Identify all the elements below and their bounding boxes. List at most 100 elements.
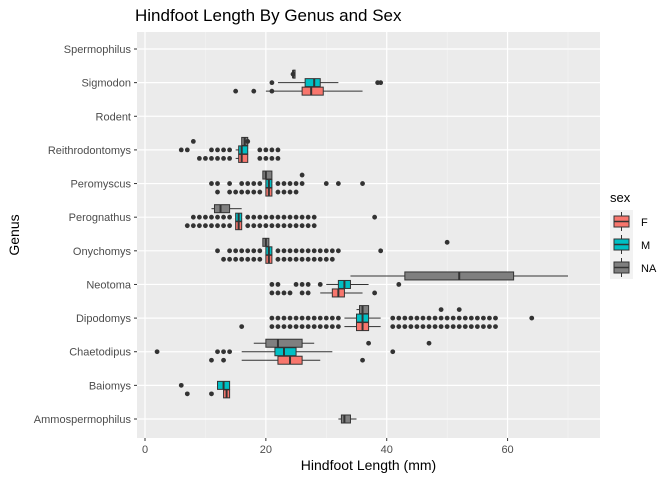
outlier-point bbox=[293, 282, 299, 287]
outlier-point bbox=[293, 189, 299, 195]
y-tick-label: Dipodomys bbox=[76, 313, 132, 325]
outlier-point bbox=[396, 315, 402, 321]
legend-label: M bbox=[641, 240, 650, 252]
outlier-point bbox=[335, 315, 341, 321]
outlier-point bbox=[215, 189, 220, 195]
outlier-point bbox=[269, 88, 275, 94]
outlier-point bbox=[233, 256, 239, 262]
outlier-point bbox=[269, 214, 275, 220]
outlier-point bbox=[481, 315, 486, 321]
outlier-point bbox=[372, 214, 378, 220]
outlier-point bbox=[438, 307, 444, 312]
y-tick-label: Spermophilus bbox=[64, 44, 132, 56]
outlier-point bbox=[299, 248, 305, 254]
outlier-point bbox=[275, 214, 281, 220]
outlier-point bbox=[227, 156, 233, 161]
outlier-point bbox=[426, 340, 432, 346]
outlier-point bbox=[269, 290, 275, 296]
outlier-point bbox=[275, 315, 281, 321]
outlier-point bbox=[293, 223, 299, 229]
outlier-point bbox=[221, 156, 226, 161]
outlier-point bbox=[269, 147, 275, 153]
outlier-point bbox=[221, 349, 226, 355]
outlier-point bbox=[190, 139, 196, 144]
outlier-point bbox=[233, 88, 239, 94]
outlier-point bbox=[281, 223, 287, 229]
outlier-point bbox=[203, 214, 208, 220]
outlier-point bbox=[390, 349, 396, 355]
outlier-point bbox=[305, 290, 311, 296]
box-perognathus-f bbox=[235, 221, 243, 231]
outlier-point bbox=[251, 181, 257, 186]
outlier-point bbox=[317, 248, 323, 254]
plot-panel bbox=[137, 32, 600, 438]
box-onychomys-m bbox=[265, 246, 273, 256]
outlier-point bbox=[233, 189, 239, 195]
outlier-point bbox=[239, 189, 245, 195]
outlier-point bbox=[269, 324, 275, 329]
box-body bbox=[304, 78, 321, 88]
outlier-point bbox=[474, 324, 480, 329]
outlier-point bbox=[299, 214, 305, 220]
outlier-point bbox=[420, 315, 426, 321]
outlier-point bbox=[396, 282, 402, 287]
outlier-point bbox=[287, 189, 293, 195]
outlier-point bbox=[209, 156, 214, 161]
box-dipodomys-na bbox=[356, 305, 370, 315]
outlier-point bbox=[257, 181, 263, 186]
outlier-point bbox=[263, 156, 269, 161]
outlier-point bbox=[493, 324, 498, 329]
outlier-point bbox=[239, 181, 245, 186]
outlier-point bbox=[227, 223, 233, 229]
chart-title: Hindfoot Length By Genus and Sex bbox=[135, 6, 402, 25]
box-ammospermophilus-na bbox=[338, 414, 357, 424]
y-tick-label: Reithrodontomys bbox=[48, 145, 132, 157]
outlier-point bbox=[335, 324, 341, 329]
outlier-point bbox=[257, 147, 263, 153]
y-tick-label: Onychomys bbox=[73, 246, 132, 258]
outlier-point bbox=[281, 324, 287, 329]
x-axis-ticks: 0 20 40 60 bbox=[142, 438, 514, 456]
outlier-point bbox=[281, 256, 287, 262]
outlier-point bbox=[438, 324, 444, 329]
box-chaetodipus-na bbox=[253, 338, 315, 348]
legend-item-na: NA bbox=[610, 256, 657, 279]
outlier-point bbox=[329, 256, 335, 262]
box-perognathus-na bbox=[211, 204, 242, 214]
outlier-point bbox=[287, 290, 293, 296]
outlier-point bbox=[275, 223, 281, 229]
boxes bbox=[211, 69, 568, 424]
outlier-point bbox=[293, 256, 299, 262]
outlier-point bbox=[287, 315, 293, 321]
outlier-point bbox=[178, 382, 184, 388]
outlier-point bbox=[245, 223, 251, 229]
outlier-point bbox=[317, 324, 323, 329]
outlier-point bbox=[462, 315, 468, 321]
outlier-point bbox=[456, 307, 462, 312]
outlier-point bbox=[281, 248, 287, 254]
outlier-point bbox=[251, 223, 257, 229]
outlier-point bbox=[323, 248, 329, 254]
box-perognathus-m bbox=[235, 212, 243, 222]
box-onychomys-f bbox=[265, 254, 273, 264]
outlier-point bbox=[311, 324, 317, 329]
outlier-point bbox=[456, 315, 462, 321]
outlier-point bbox=[239, 248, 245, 254]
y-tick-label: Chaetodipus bbox=[69, 347, 131, 359]
legend-item-f: F bbox=[610, 210, 648, 233]
outlier-point bbox=[221, 147, 226, 153]
outlier-point bbox=[444, 324, 450, 329]
outlier-point bbox=[311, 248, 317, 254]
outlier-point bbox=[251, 248, 257, 254]
outlier-point bbox=[251, 88, 257, 94]
outlier-point bbox=[468, 324, 474, 329]
outlier-point bbox=[444, 315, 450, 321]
outlier-point bbox=[311, 223, 317, 229]
outlier-point bbox=[209, 147, 214, 153]
outlier-point bbox=[263, 223, 269, 229]
outlier-point bbox=[209, 214, 214, 220]
box-body bbox=[359, 305, 370, 315]
box-sigmodon-m bbox=[277, 78, 339, 88]
legend-items: FM NA bbox=[610, 210, 657, 279]
outlier-point bbox=[414, 315, 420, 321]
